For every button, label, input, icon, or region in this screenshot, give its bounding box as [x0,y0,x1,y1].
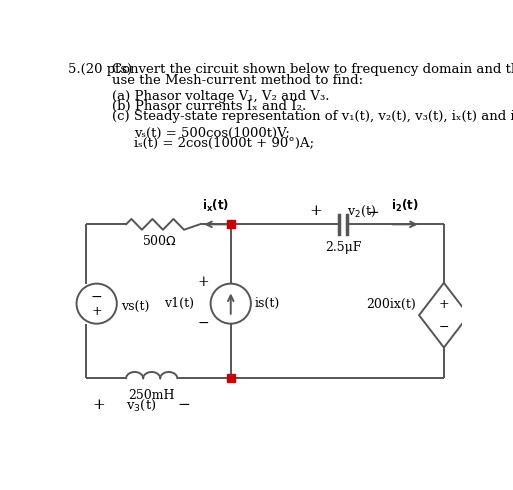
Text: 200ix(t): 200ix(t) [366,298,416,311]
Text: (b) Phasor currents Iₓ and I₂.: (b) Phasor currents Iₓ and I₂. [112,99,306,113]
Text: $\mathbf{i_2(t)}$: $\mathbf{i_2(t)}$ [391,197,419,214]
Text: vₛ(t) = 500cos(1000t)V;: vₛ(t) = 500cos(1000t)V; [134,126,290,140]
Text: −: − [439,321,449,334]
Text: +: + [439,298,449,311]
Text: $\mathbf{i_x(t)}$: $\mathbf{i_x(t)}$ [202,197,229,214]
Text: +: + [91,305,102,318]
Text: +: + [93,398,105,412]
Text: iₛ(t) = 2cos(1000t + 90°)A;: iₛ(t) = 2cos(1000t + 90°)A; [134,137,314,150]
Text: v$_2$(t): v$_2$(t) [347,204,376,219]
Text: −: − [91,290,103,304]
Text: is(t): is(t) [255,297,280,310]
Text: (a) Phasor voltage V₁, V₂ and V₃.: (a) Phasor voltage V₁, V₂ and V₃. [112,90,330,102]
Text: 500$\Omega$: 500$\Omega$ [142,234,176,248]
Text: (c) Steady-state representation of v₁(t), v₂(t), v₃(t), iₓ(t) and i₂(t).: (c) Steady-state representation of v₁(t)… [112,110,513,122]
Text: 250mH: 250mH [128,389,175,402]
Text: v1(t): v1(t) [164,297,193,310]
Text: +: + [310,204,322,218]
Text: −: − [178,398,191,412]
Text: use the Mesh-current method to find:: use the Mesh-current method to find: [112,74,363,87]
Text: vs(t): vs(t) [122,301,150,314]
Text: 5.(20 pts): 5.(20 pts) [68,63,132,76]
Text: 2.5μF: 2.5μF [325,241,361,254]
Text: −: − [197,316,209,330]
Text: $-$: $-$ [366,204,379,218]
Text: Convert the circuit shown below to frequency domain and then: Convert the circuit shown below to frequ… [112,63,513,76]
Text: +: + [197,275,209,289]
Text: v$_3$(t): v$_3$(t) [126,398,157,413]
